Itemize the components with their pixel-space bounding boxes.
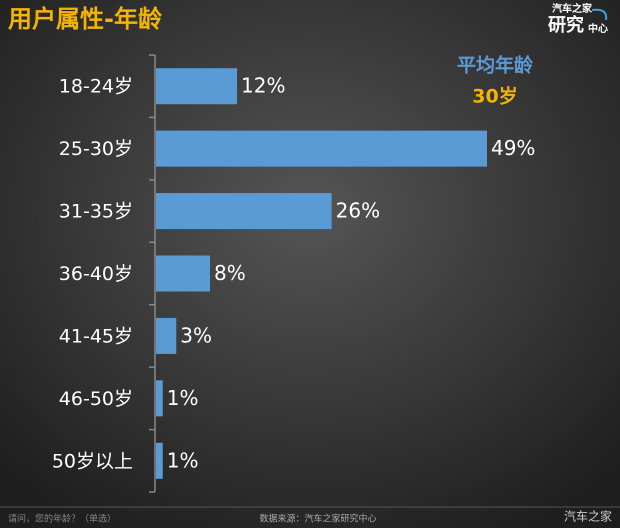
value-label: 12%: [241, 74, 285, 98]
watermark: 汽车之家: [564, 509, 612, 524]
value-label: 3%: [180, 323, 212, 347]
value-label: 1%: [167, 448, 199, 472]
value-label: 49%: [491, 136, 535, 160]
bar: [156, 193, 332, 230]
footer-question: 请问，您的年龄？（单选）: [8, 513, 116, 525]
logo-sub: 中心: [588, 22, 608, 35]
bar: [156, 380, 163, 417]
y-tick-label: 36-40岁: [59, 263, 133, 285]
bar: [156, 317, 177, 354]
annotation-label: 平均年龄: [457, 54, 534, 77]
y-tick-label: 25-30岁: [59, 138, 133, 160]
value-label: 26%: [336, 199, 380, 223]
y-tick-label: 50岁以上: [52, 450, 133, 472]
logo-top: 汽车之家: [552, 2, 593, 15]
bar: [156, 130, 487, 167]
logo-swoosh: [591, 8, 608, 21]
y-tick-label: 41-45岁: [59, 325, 133, 347]
value-label: 1%: [167, 386, 199, 410]
annotation-value: 30岁: [472, 85, 517, 108]
y-tick-label: 18-24岁: [59, 76, 133, 98]
value-label: 8%: [214, 261, 246, 285]
y-tick-label: 46-50岁: [59, 388, 133, 410]
y-tick-label: 31-35岁: [59, 201, 133, 223]
logo-main: 研究: [548, 14, 584, 36]
bar: [156, 255, 211, 292]
bar: [156, 68, 238, 105]
footer-source: 数据来源：汽车之家研究中心: [259, 513, 376, 525]
bar: [156, 442, 163, 479]
chart-title: 用户属性-年龄: [8, 5, 163, 33]
